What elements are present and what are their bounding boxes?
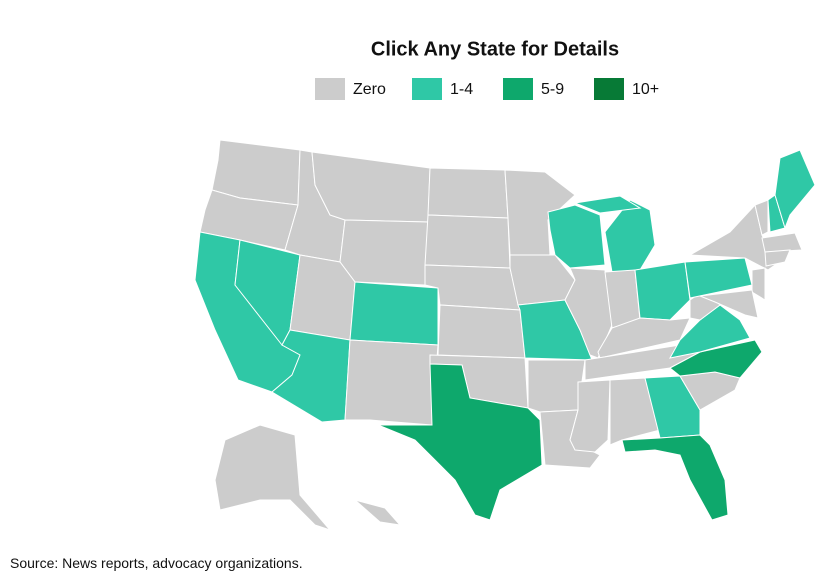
state[interactable] bbox=[354, 499, 402, 526]
state[interactable] bbox=[344, 339, 439, 426]
state[interactable] bbox=[527, 359, 586, 413]
legend-swatch bbox=[503, 78, 533, 100]
state[interactable] bbox=[754, 199, 769, 236]
state[interactable] bbox=[597, 317, 691, 359]
state[interactable] bbox=[349, 281, 439, 346]
legend-label: 5-9 bbox=[541, 81, 564, 98]
legend-label: 10+ bbox=[632, 81, 659, 98]
state[interactable] bbox=[761, 232, 803, 253]
state[interactable] bbox=[311, 151, 431, 223]
states bbox=[194, 139, 816, 532]
legend-label: Zero bbox=[353, 81, 386, 98]
state[interactable] bbox=[339, 219, 429, 286]
state[interactable] bbox=[634, 261, 691, 321]
state[interactable] bbox=[377, 363, 543, 521]
state[interactable] bbox=[437, 304, 526, 359]
state[interactable] bbox=[504, 169, 576, 256]
legend-swatch bbox=[594, 78, 624, 100]
state[interactable] bbox=[427, 167, 509, 219]
state[interactable] bbox=[644, 375, 701, 439]
state[interactable] bbox=[609, 377, 661, 446]
state[interactable] bbox=[669, 304, 751, 359]
state[interactable] bbox=[424, 214, 511, 269]
title: Click Any State for Details bbox=[371, 38, 619, 60]
legend-label: 1-4 bbox=[450, 81, 473, 98]
state[interactable] bbox=[547, 204, 606, 269]
state[interactable] bbox=[774, 149, 816, 230]
state[interactable] bbox=[699, 289, 759, 319]
state[interactable] bbox=[214, 424, 332, 532]
state[interactable] bbox=[199, 189, 299, 251]
legend: Zero 1-4 5-9 10+ bbox=[315, 78, 659, 100]
legend-swatch bbox=[412, 78, 442, 100]
state[interactable] bbox=[621, 434, 729, 521]
source: Source: News reports, advocacy organizat… bbox=[10, 555, 303, 571]
state[interactable] bbox=[669, 339, 763, 379]
state[interactable] bbox=[764, 249, 791, 267]
state[interactable] bbox=[424, 264, 521, 311]
state[interactable] bbox=[751, 267, 766, 301]
state[interactable] bbox=[573, 195, 642, 214]
legend-swatch bbox=[315, 78, 345, 100]
